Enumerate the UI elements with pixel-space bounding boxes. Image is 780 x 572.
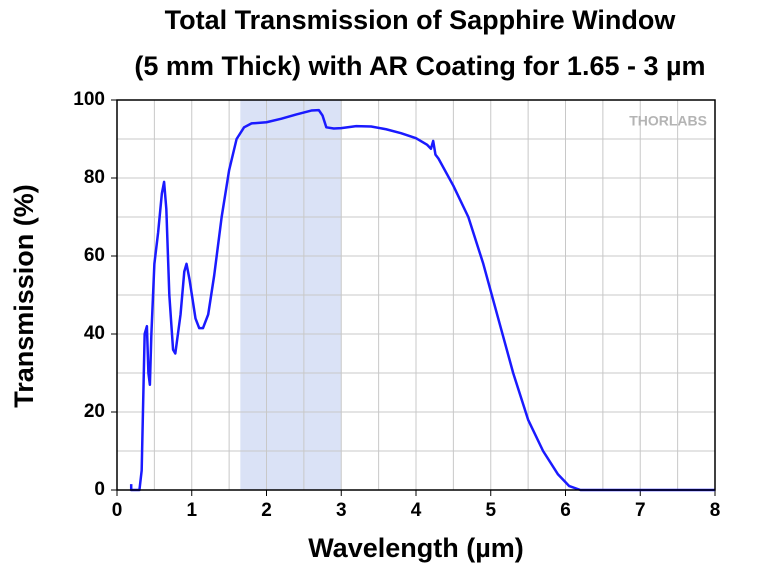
- y-tick-label: 40: [84, 323, 105, 344]
- x-tick-label: 2: [261, 500, 272, 521]
- x-tick-label: 8: [710, 500, 721, 521]
- chart-title: (5 mm Thick) with AR Coating for 1.65 - …: [134, 51, 705, 81]
- x-tick-label: 4: [411, 500, 422, 521]
- x-tick-label: 1: [186, 500, 197, 521]
- x-tick-label: 5: [485, 500, 496, 521]
- x-tick-label: 7: [635, 500, 646, 521]
- plot-frame: [116, 99, 716, 491]
- y-tick-label: 80: [84, 167, 105, 188]
- x-tick-label: 3: [336, 500, 347, 521]
- y-tick-label: 20: [84, 401, 105, 422]
- watermark: THORLABS: [629, 113, 707, 129]
- x-tick-label: 0: [112, 500, 123, 521]
- y-tick-label: 0: [94, 479, 105, 500]
- y-tick-label: 60: [84, 245, 105, 266]
- y-axis-label: Transmission (%): [9, 184, 39, 408]
- data-line: [129, 108, 715, 492]
- chart-title: Total Transmission of Sapphire Window: [165, 5, 677, 35]
- y-tick-label: 100: [73, 89, 105, 110]
- x-axis-label: Wavelength (µm): [308, 533, 524, 563]
- x-tick-label: 6: [560, 500, 571, 521]
